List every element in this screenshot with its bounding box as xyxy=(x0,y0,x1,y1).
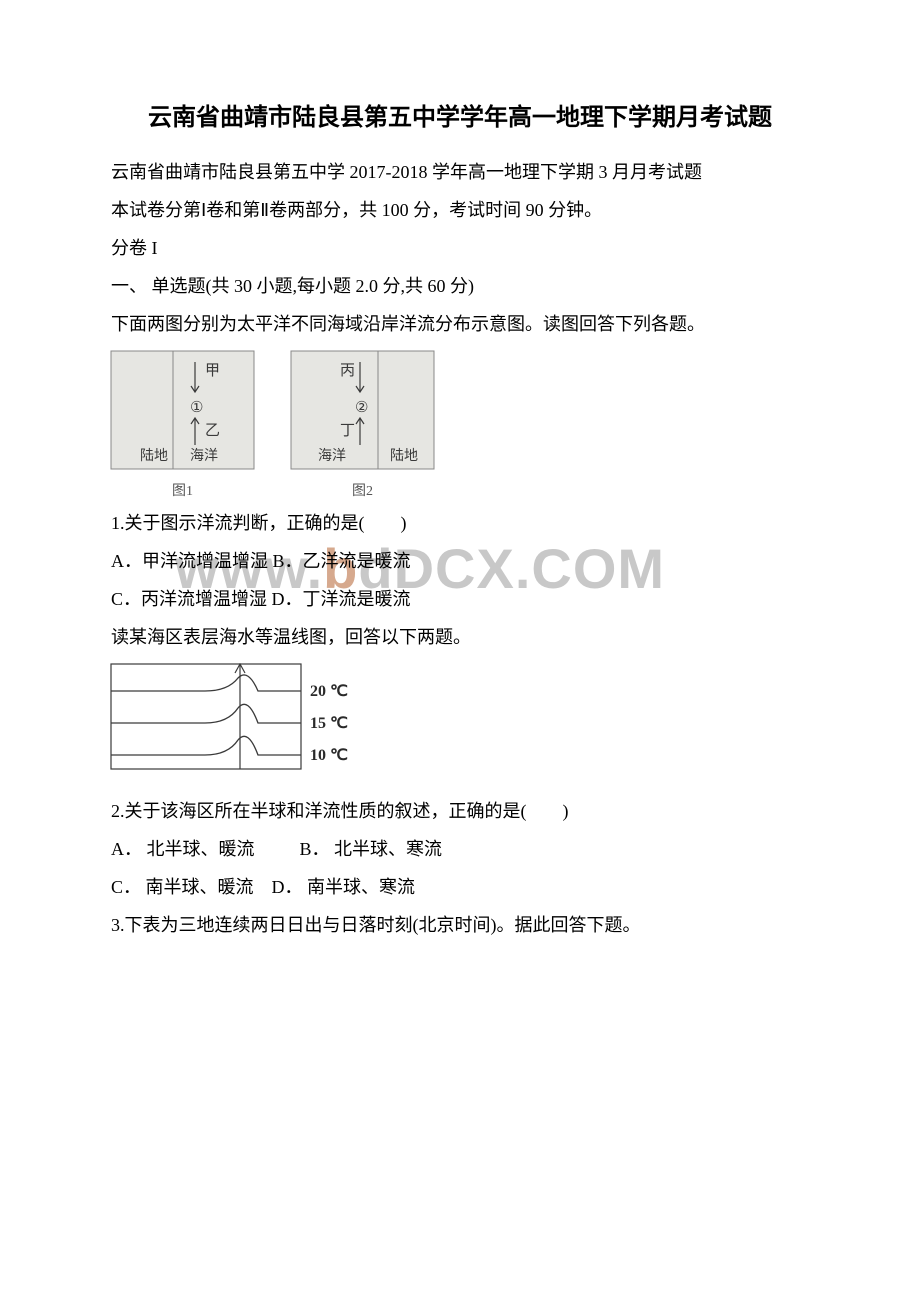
q2-stem: 2.关于该海区所在半球和洋流性质的叙述，正确的是( ) xyxy=(75,793,845,829)
map-1-svg: 陆地 海洋 甲 ① 乙 xyxy=(110,350,255,480)
iso-15: 15 ℃ xyxy=(310,715,348,732)
section-part1: 分卷 I xyxy=(75,230,845,266)
intro-line-2: 本试卷分第Ⅰ卷和第Ⅱ卷两部分，共 100 分，考试时间 90 分钟。 xyxy=(75,192,845,228)
map2-bot-label: 丁 xyxy=(340,423,355,439)
iso-10: 10 ℃ xyxy=(310,747,348,764)
map1-top-label: 甲 xyxy=(205,363,220,379)
prompt-ocean-currents: 下面两图分别为太平洋不同海域沿岸洋流分布示意图。读图回答下列各题。 xyxy=(75,306,845,342)
map1-mid-label: ① xyxy=(190,400,203,416)
map1-sea-label: 海洋 xyxy=(190,448,218,464)
figure-ocean-maps: 陆地 海洋 甲 ① 乙 图1 海洋 陆地 丙 ② xyxy=(110,350,845,501)
q2-options-ab: A． 北半球、暖流 B． 北半球、寒流 xyxy=(75,831,845,867)
prompt-isotherm: 读某海区表层海水等温线图，回答以下两题。 xyxy=(75,619,845,655)
map2-sea-label: 海洋 xyxy=(318,448,346,464)
map2-mid-label: ② xyxy=(355,400,368,416)
map2-land-label: 陆地 xyxy=(390,448,418,464)
section-single-choice: 一、 单选题(共 30 小题,每小题 2.0 分,共 60 分) xyxy=(75,268,845,304)
map-2-svg: 海洋 陆地 丙 ② 丁 xyxy=(290,350,435,480)
map2-top-label: 丙 xyxy=(340,363,355,379)
q3-stem: 3.下表为三地连续两日日出与日落时刻(北京时间)。据此回答下题。 xyxy=(75,907,845,943)
q1-options-cd: C．丙洋流增温增湿 D．丁洋流是暖流 xyxy=(75,581,845,617)
figure-isotherm: 20 ℃ 15 ℃ 10 ℃ xyxy=(110,663,845,785)
intro-line-1: 云南省曲靖市陆良县第五中学 2017-2018 学年高一地理下学期 3 月月考试… xyxy=(75,154,845,190)
q1-stem: 1.关于图示洋流判断，正确的是( ) xyxy=(75,505,845,541)
page-title: 云南省曲靖市陆良县第五中学学年高一地理下学期月考试题 xyxy=(75,100,845,136)
map1-bot-label: 乙 xyxy=(205,423,220,439)
q2-options-cd: C． 南半球、暖流 D． 南半球、寒流 xyxy=(75,869,845,905)
map1-land-label: 陆地 xyxy=(140,448,168,464)
iso-20: 20 ℃ xyxy=(310,683,348,700)
map1-caption: 图1 xyxy=(172,484,193,501)
q1-options-ab: A．甲洋流增温增湿 B．乙洋流是暖流 xyxy=(75,543,845,579)
map2-caption: 图2 xyxy=(352,484,373,501)
